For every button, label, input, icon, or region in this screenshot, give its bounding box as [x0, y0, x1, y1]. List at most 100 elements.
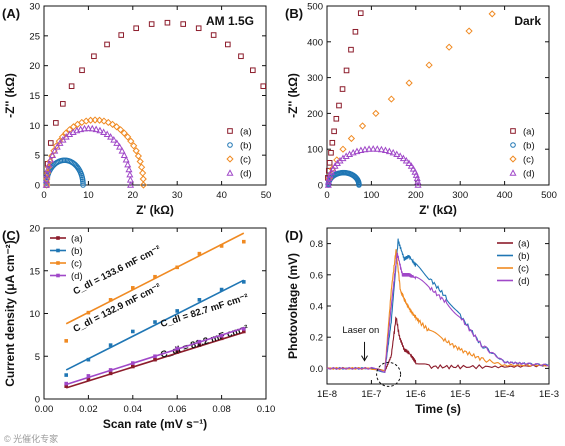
- x-tick-label: 1E-4: [495, 389, 515, 400]
- data-point-c: [333, 156, 341, 164]
- data-point-b: [153, 320, 157, 324]
- data-point-d: [414, 181, 422, 188]
- data-point-a: [225, 41, 231, 48]
- y-tick-label: 25: [29, 31, 40, 42]
- x-tick-label: 200: [408, 190, 424, 201]
- data-point-a: [343, 67, 350, 74]
- data-point-d: [120, 151, 128, 158]
- x-axis-label: Z' (kΩ): [419, 203, 457, 217]
- legend-marker-c: [509, 155, 517, 163]
- x-axis-label: Time (s): [415, 402, 461, 416]
- data-point-d: [407, 162, 415, 169]
- data-point-d: [197, 339, 202, 344]
- panel-label: (B): [285, 6, 303, 21]
- y-tick-label: 0: [35, 395, 40, 406]
- panel-label: (D): [285, 228, 303, 243]
- data-point-d: [118, 147, 126, 154]
- data-point-a: [64, 384, 68, 388]
- panel-c: 0.00 0.02 0.04 0.06 0.08 0.10 0 5 10 15 20 Scan rat…: [2, 224, 275, 432]
- data-point-c: [100, 117, 108, 125]
- legend-label: (c): [71, 259, 82, 270]
- y-tick-label: 5: [35, 352, 40, 363]
- data-point-d: [131, 361, 135, 365]
- data-point-c: [425, 61, 433, 69]
- data-point-d: [92, 125, 100, 133]
- data-point-a: [86, 377, 91, 382]
- x-tick-label: 0: [324, 190, 329, 201]
- capacitance-label: C_dl = 82.7 mF cm⁻²: [159, 292, 249, 330]
- data-point-a: [118, 32, 125, 38]
- panel-d: 1E-8 1E-7 1E-6 1E-5 1E-4 1E-3 0.0 0.2 0.4 0.6 0.8 T…: [285, 227, 559, 416]
- legend-label: (d): [240, 169, 252, 180]
- data-point-d: [124, 160, 132, 168]
- data-point-d: [127, 181, 135, 188]
- legend-label: (b): [71, 246, 83, 257]
- data-point-a: [180, 21, 186, 27]
- y-tick-label: 0.4: [310, 302, 323, 313]
- data-point-d: [42, 181, 50, 188]
- data-point-c: [108, 120, 117, 128]
- data-point-b: [80, 182, 86, 188]
- data-point-c: [58, 133, 67, 141]
- data-point-d: [43, 170, 51, 178]
- panel-b: 0 100 200 300 400 500 0 100 200 300 400 500 Z' (kΩ) -…: [285, 2, 557, 218]
- y-tick-label: 10: [29, 309, 40, 320]
- data-point-c: [131, 286, 135, 290]
- watermark: © 光催化专家: [4, 433, 58, 444]
- data-point-d: [88, 124, 96, 132]
- data-point-d: [369, 145, 377, 152]
- data-point-d: [103, 130, 111, 138]
- legend-marker: [56, 248, 60, 253]
- data-point-a: [133, 25, 139, 32]
- data-point-a: [79, 67, 85, 74]
- data-point-c: [465, 27, 473, 35]
- data-point-a: [260, 83, 267, 90]
- legend-marker-d: [226, 169, 234, 176]
- data-point-d: [44, 165, 52, 173]
- legend-label: (c): [240, 155, 251, 166]
- x-tick-label: 50: [261, 190, 272, 201]
- x-tick-label: 40: [216, 190, 227, 201]
- fit-line-b: [65, 279, 245, 371]
- y-tick-label: 5: [35, 151, 40, 162]
- capacitance-label: C_dl = 81.2 mF cm⁻²: [159, 323, 249, 361]
- data-point-c: [358, 122, 367, 130]
- data-point-d: [96, 126, 104, 134]
- data-point-a: [348, 46, 354, 53]
- data-point-d: [77, 125, 85, 133]
- legend-marker: [56, 236, 60, 240]
- data-point-a: [210, 32, 217, 38]
- legend-label: (a): [240, 127, 252, 138]
- y-tick-label: 500: [307, 2, 323, 13]
- data-point-c: [405, 79, 413, 87]
- data-point-d: [64, 381, 68, 386]
- x-tick-label: 0.00: [35, 404, 54, 415]
- data-point-d: [405, 159, 413, 167]
- arrow-head: [361, 355, 368, 362]
- data-point-a: [357, 10, 364, 16]
- data-point-b: [242, 280, 246, 284]
- data-point-a: [326, 160, 333, 166]
- data-point-a: [175, 350, 179, 354]
- x-tick-label: 0.04: [124, 404, 143, 415]
- data-point-a: [219, 336, 224, 341]
- data-point-d: [175, 346, 179, 351]
- legend-label: (b): [523, 141, 535, 152]
- data-point-a: [195, 25, 202, 32]
- y-axis-label: Photovoltage (mV): [286, 253, 300, 359]
- data-point-c: [219, 244, 224, 248]
- x-tick-label: 300: [452, 190, 468, 201]
- data-point-d: [385, 147, 393, 155]
- data-point-d: [45, 160, 53, 168]
- data-point-d: [219, 333, 224, 338]
- legend-marker: [56, 261, 60, 265]
- data-point-a: [336, 102, 342, 109]
- data-point-d: [113, 139, 121, 146]
- data-point-a: [328, 149, 334, 156]
- data-point-d: [84, 124, 92, 132]
- trace-b: [326, 238, 550, 374]
- data-point-d: [122, 155, 130, 163]
- y-tick-label: 0: [35, 181, 40, 192]
- data-point-c: [108, 298, 113, 302]
- data-point-d: [324, 181, 332, 188]
